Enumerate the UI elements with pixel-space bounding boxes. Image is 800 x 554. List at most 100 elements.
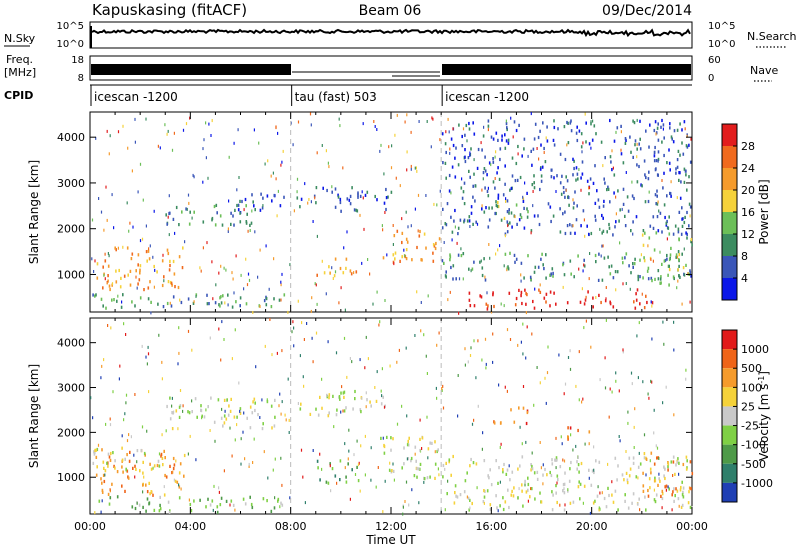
range-cell bbox=[493, 304, 495, 309]
range-cell bbox=[250, 221, 253, 225]
range-cell bbox=[171, 411, 173, 415]
range-cell bbox=[485, 206, 487, 210]
range-cell bbox=[107, 452, 110, 456]
range-cell bbox=[390, 190, 393, 194]
range-cell bbox=[391, 469, 393, 473]
range-cell bbox=[665, 484, 668, 488]
range-cell bbox=[403, 446, 405, 450]
range-cell bbox=[329, 462, 331, 466]
range-cell bbox=[472, 461, 475, 465]
range-cell bbox=[562, 489, 564, 493]
range-cell bbox=[163, 279, 165, 283]
range-cell bbox=[410, 130, 412, 134]
range-cell bbox=[495, 203, 498, 207]
range-cell bbox=[283, 293, 286, 297]
range-cell bbox=[655, 444, 657, 448]
range-cell bbox=[383, 405, 386, 409]
range-cell bbox=[375, 485, 377, 489]
range-cell bbox=[519, 175, 522, 180]
range-cell bbox=[185, 122, 188, 126]
range-cell bbox=[439, 138, 441, 142]
range-cell bbox=[655, 159, 658, 163]
range-cell bbox=[280, 412, 282, 416]
range-cell bbox=[509, 478, 511, 482]
range-cell bbox=[276, 214, 278, 218]
range-cell bbox=[648, 396, 650, 400]
range-cell bbox=[257, 413, 259, 417]
range-cell bbox=[231, 454, 233, 458]
range-cell bbox=[615, 288, 617, 292]
range-cell bbox=[668, 268, 671, 272]
range-cell bbox=[649, 467, 652, 471]
range-cell bbox=[103, 466, 105, 470]
range-cell bbox=[668, 215, 670, 219]
range-cell bbox=[520, 340, 522, 344]
range-cell bbox=[612, 233, 614, 237]
range-cell bbox=[507, 265, 509, 269]
range-cell bbox=[682, 490, 684, 494]
range-cell bbox=[539, 381, 541, 385]
range-cell bbox=[500, 218, 503, 222]
range-cell bbox=[607, 255, 609, 259]
range-cell bbox=[138, 503, 141, 507]
range-cell bbox=[188, 201, 190, 205]
range-cell bbox=[537, 265, 540, 269]
range-cell bbox=[539, 129, 541, 133]
range-cell bbox=[401, 231, 404, 235]
range-cell bbox=[661, 140, 663, 144]
range-cell bbox=[513, 120, 516, 124]
range-cell bbox=[502, 507, 505, 512]
range-cell bbox=[353, 208, 356, 212]
range-cell bbox=[178, 471, 181, 475]
range-cell bbox=[279, 505, 281, 509]
range-cell bbox=[539, 491, 541, 495]
range-cell bbox=[518, 218, 521, 222]
range-cell bbox=[434, 450, 436, 454]
range-cell bbox=[182, 128, 185, 132]
range-cell bbox=[501, 134, 503, 138]
range-cell bbox=[101, 364, 103, 368]
range-cell bbox=[364, 366, 366, 370]
range-cell bbox=[594, 214, 596, 218]
range-cell bbox=[171, 427, 174, 431]
range-cell bbox=[293, 326, 295, 330]
range-cell bbox=[468, 215, 471, 219]
range-cell bbox=[167, 215, 169, 219]
range-cell bbox=[290, 121, 292, 125]
range-cell bbox=[507, 224, 509, 228]
range-cell bbox=[560, 192, 563, 196]
range-cell bbox=[538, 157, 540, 161]
range-cell bbox=[596, 189, 598, 193]
range-cell bbox=[600, 140, 603, 144]
range-cell bbox=[479, 294, 481, 298]
range-cell bbox=[139, 239, 142, 243]
range-cell bbox=[657, 150, 660, 154]
range-cell bbox=[639, 462, 642, 466]
range-cell bbox=[659, 479, 661, 483]
range-cell bbox=[581, 150, 583, 154]
range-cell bbox=[169, 396, 171, 400]
range-cell bbox=[255, 365, 257, 369]
range-cell bbox=[532, 204, 534, 208]
range-cell bbox=[245, 302, 248, 306]
range-cell bbox=[516, 178, 519, 182]
range-cell bbox=[464, 148, 466, 152]
range-cell bbox=[191, 216, 193, 220]
range-cell bbox=[180, 487, 182, 491]
range-cell bbox=[445, 223, 448, 227]
range-cell bbox=[119, 285, 122, 289]
range-cell bbox=[525, 311, 527, 315]
range-cell bbox=[490, 483, 493, 487]
range-cell bbox=[504, 385, 506, 389]
range-cell bbox=[553, 291, 555, 295]
range-cell bbox=[654, 500, 657, 504]
range-cell bbox=[473, 304, 476, 308]
range-cell bbox=[506, 468, 509, 472]
range-cell bbox=[346, 375, 348, 379]
range-cell bbox=[678, 258, 680, 262]
range-cell bbox=[555, 302, 557, 306]
range-cell bbox=[534, 287, 536, 291]
range-cell bbox=[662, 123, 665, 127]
range-cell bbox=[330, 489, 332, 493]
range-cell bbox=[676, 489, 679, 493]
